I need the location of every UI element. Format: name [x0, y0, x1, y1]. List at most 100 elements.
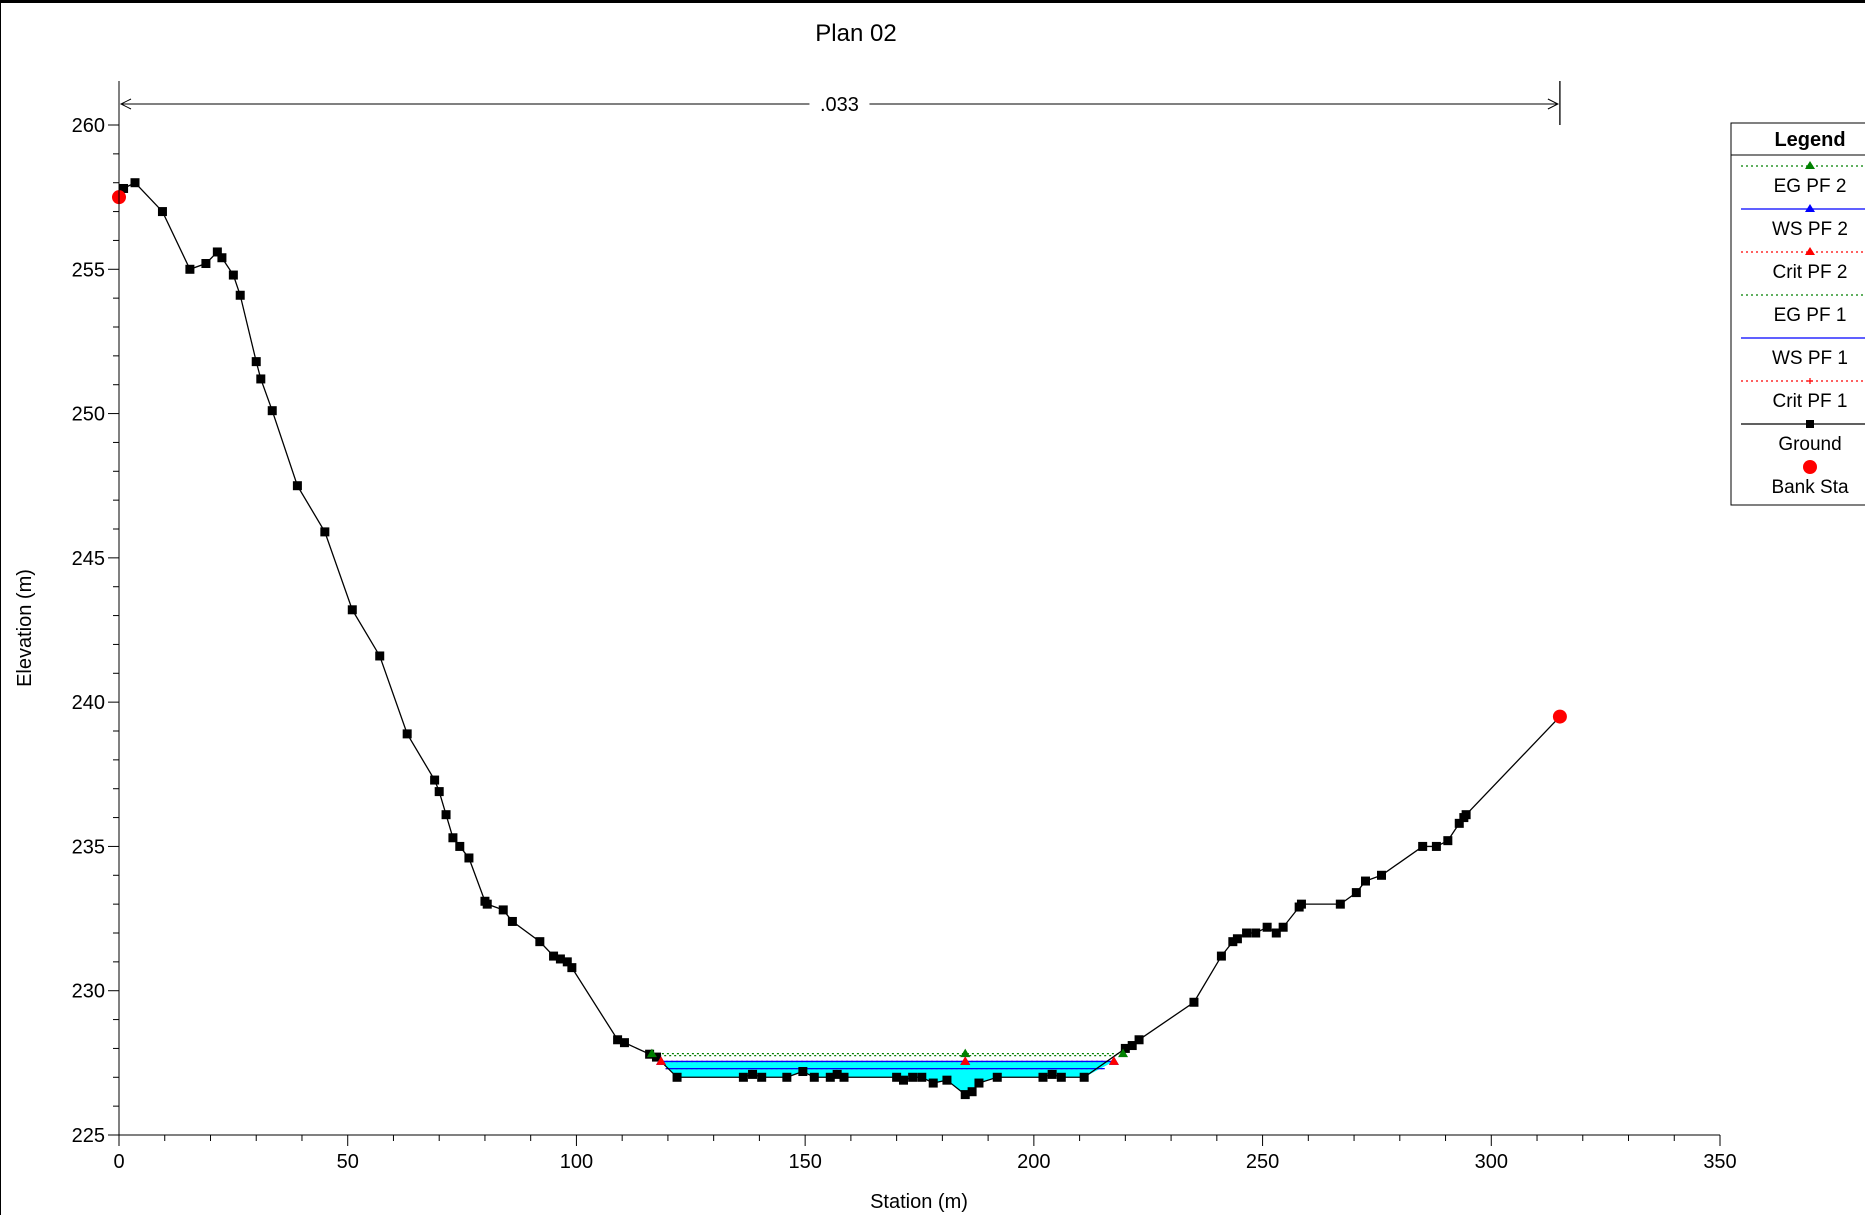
ground-point — [562, 957, 572, 967]
ground-point — [507, 916, 517, 926]
legend-entry-label: EG PF 2 — [1774, 176, 1847, 197]
ground-point — [119, 183, 129, 193]
bank-station-point — [1552, 709, 1567, 724]
ground-point — [498, 905, 508, 915]
eg-pf-2-marker — [646, 1048, 657, 1058]
x-tick-label: 0 — [113, 1151, 124, 1173]
ground-point — [1360, 876, 1370, 886]
legend-swatch-marker — [1803, 460, 1817, 474]
legend-swatch-marker — [1805, 247, 1815, 255]
ground-point — [1242, 928, 1252, 938]
ground-point — [757, 1072, 767, 1082]
ground-point — [212, 247, 222, 257]
ground-point — [1134, 1035, 1144, 1045]
y-axis-label: Elevation (m) — [14, 569, 36, 687]
cross-section-chart: Plan 02 Station (m) Elevation (m) 225 230… — [14, 20, 1865, 1213]
x-tick-label: 250 — [1246, 1151, 1279, 1173]
ground-point — [217, 253, 227, 263]
ground-point — [928, 1078, 938, 1088]
ground-point — [251, 357, 261, 367]
legend-swatch-marker — [1805, 204, 1815, 212]
manning-n-annotation: .033 — [119, 81, 1561, 125]
ground-point — [235, 290, 245, 300]
ground-point — [809, 1072, 819, 1082]
ground-point — [1262, 922, 1272, 932]
y-tick-label: 225 — [72, 1125, 105, 1147]
ground-point — [1351, 888, 1361, 898]
ground-point — [619, 1038, 629, 1048]
y-tick-label: 255 — [72, 259, 105, 281]
ground-point — [1038, 1072, 1048, 1082]
ground-point — [1296, 899, 1306, 909]
ground-point — [347, 605, 357, 615]
ground-point — [441, 810, 451, 820]
ground-point — [798, 1067, 808, 1077]
ground-point — [832, 1069, 842, 1079]
ground-point — [430, 775, 440, 785]
ground-point — [555, 954, 565, 964]
y-tick-label: 250 — [72, 404, 105, 426]
x-axis-label: Station (m) — [870, 1191, 968, 1213]
crit-pf-2-marker — [1108, 1056, 1119, 1065]
ground-point — [967, 1087, 977, 1097]
water-fill — [661, 1061, 1114, 1095]
y-tick-label: 260 — [72, 115, 105, 137]
water-surface-lines — [651, 1052, 1124, 1070]
x-tick-label: 100 — [560, 1151, 593, 1173]
legend-entry-label: Crit PF 1 — [1773, 391, 1848, 412]
ground-point — [960, 1090, 970, 1100]
x-tick-label: 50 — [337, 1151, 359, 1173]
ground-point — [434, 787, 444, 797]
ground-point — [1278, 922, 1288, 932]
crit-pf-2-marker — [656, 1056, 667, 1065]
ground-point — [917, 1072, 927, 1082]
legend-entry-label: EG PF 1 — [1774, 305, 1847, 326]
ground-point — [1454, 818, 1464, 828]
eg-pf-2-marker — [1118, 1048, 1129, 1058]
legend-swatch-marker — [1805, 161, 1815, 169]
ground-point — [130, 178, 140, 188]
ground-point — [1377, 870, 1387, 880]
x-tick-label: 150 — [788, 1151, 821, 1173]
eg-pf-2-marker — [960, 1048, 971, 1058]
ground-point — [1120, 1043, 1130, 1053]
ground-point — [825, 1072, 835, 1082]
ground-point — [228, 270, 238, 280]
ground-point — [992, 1072, 1002, 1082]
ground-point — [1335, 899, 1345, 909]
ground-point — [1216, 951, 1226, 961]
legend-box — [1730, 122, 1865, 506]
water-area — [661, 1061, 1114, 1095]
ground-point — [942, 1075, 952, 1085]
ground-point — [375, 651, 385, 661]
ground-point — [455, 841, 465, 851]
ground-point — [535, 937, 545, 947]
series-markers — [112, 178, 1567, 1100]
legend-entry-label: Ground — [1778, 434, 1841, 455]
ground-point — [1189, 997, 1199, 1007]
ground-point — [1079, 1072, 1089, 1082]
ground-point — [672, 1072, 682, 1082]
ground-point — [549, 951, 559, 961]
ground-point — [320, 527, 330, 537]
ground-point — [782, 1072, 792, 1082]
ground-point — [908, 1072, 918, 1082]
ground-point — [1228, 937, 1238, 947]
y-tick-label: 245 — [72, 548, 105, 570]
ground-point — [974, 1078, 984, 1088]
ground-point — [1056, 1072, 1066, 1082]
ground-point — [464, 853, 474, 863]
ground-point — [1251, 928, 1261, 938]
legend-entry-label: Crit PF 2 — [1773, 262, 1848, 283]
ground-point — [567, 963, 577, 973]
ground-point — [1443, 836, 1453, 846]
ground-point — [1418, 841, 1428, 851]
ground-point — [892, 1072, 902, 1082]
ground-profile — [118, 181, 1561, 1096]
axes: 225 230 235 240 245 250 255 260 0 50 100 150 200 250 3… — [72, 81, 1737, 1173]
manning-arrowhead-left — [119, 98, 132, 110]
ground-point — [1127, 1041, 1137, 1051]
legend: Legend EG PF 2 WS PF 2 Crit PF 2 EG PF 1 WS P… — [1730, 122, 1865, 506]
ground-point — [292, 481, 302, 491]
